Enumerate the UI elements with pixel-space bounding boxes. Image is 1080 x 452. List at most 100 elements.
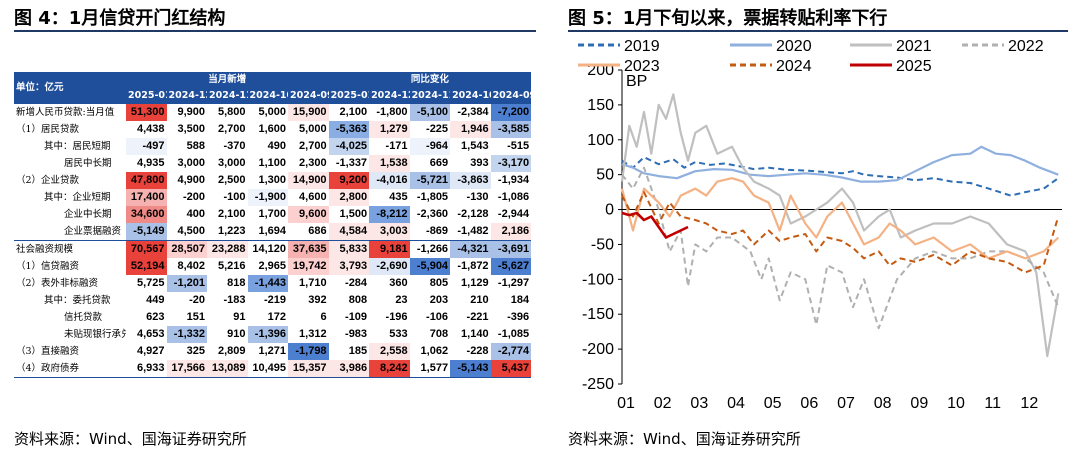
table-cell: -1,934 — [490, 172, 532, 189]
table-cell: 15,357 — [288, 360, 329, 378]
table-cell: 91 — [207, 309, 248, 326]
table-cell: -1,396 — [247, 326, 288, 343]
table-cell: 1,140 — [450, 326, 491, 343]
period-header: 2024-10 — [247, 88, 288, 104]
table-cell: -1,201 — [166, 275, 207, 292]
period-header: 2024-10 — [450, 88, 491, 104]
table-cell: 5,000 — [288, 121, 329, 138]
table-cell: -5,363 — [328, 121, 370, 138]
table-cell: 393 — [450, 155, 491, 172]
table-cell: 1,543 — [450, 138, 491, 155]
series-line-2020 — [621, 145, 1059, 183]
table-cell: -1,900 — [247, 189, 288, 206]
row-label: 新增人民币贷款:当月值 — [16, 107, 115, 118]
table-cell: -5,721 — [409, 172, 451, 189]
table-cell: 588 — [166, 138, 207, 155]
table-cell: -3,691 — [490, 240, 532, 258]
table-cell: 5,725 — [126, 275, 167, 292]
table-cell: -1,332 — [166, 326, 207, 343]
row-label: （4）政府债券 — [14, 360, 126, 378]
table-cell: -3,863 — [450, 172, 491, 189]
table-cell: 669 — [409, 155, 451, 172]
x-tick-label: 11 — [984, 395, 1001, 412]
table-row: （1）居民贷款 4,438 3,500 2,700 1,600 5,000 -5,363 1,… — [14, 121, 532, 138]
table-cell: 23 — [369, 292, 410, 309]
table-cell: 1,312 — [288, 326, 329, 343]
table-cell: -5,627 — [490, 258, 532, 275]
table-cell: 5,800 — [207, 104, 248, 121]
table-cell: 13,089 — [207, 360, 248, 378]
table-cell: 2,500 — [207, 172, 248, 189]
table-cell: -1,798 — [288, 343, 329, 360]
table-cell: 805 — [409, 275, 451, 292]
x-tick-label: 10 — [947, 395, 965, 412]
table-cell: 1,946 — [450, 121, 491, 138]
table-cell: -396 — [490, 309, 532, 326]
table-cell: 5,216 — [207, 258, 248, 275]
series-line-2019 — [621, 156, 1059, 197]
table-cell: 4,600 — [288, 189, 329, 206]
table-cell: -225 — [409, 121, 451, 138]
table-cell: -4,321 — [450, 240, 491, 258]
table-cell: -2,774 — [490, 343, 532, 360]
table-cell: -8,212 — [369, 206, 410, 223]
table-cell: -1,297 — [490, 275, 532, 292]
y-tick-label: 150 — [587, 97, 614, 114]
table-cell: 184 — [490, 292, 532, 309]
table-cell: -221 — [450, 309, 491, 326]
table-cell: 400 — [166, 206, 207, 223]
row-label: 企业中长期 — [64, 209, 112, 220]
table-cell: 19,742 — [288, 258, 329, 275]
right-source: 资料来源：Wind、国海证券研究所 — [568, 430, 801, 448]
table-cell: 1,223 — [207, 223, 248, 241]
table-cell: -515 — [490, 138, 532, 155]
table-cell: 4,584 — [328, 223, 370, 241]
left-figure-title: 图 4：1月信贷开门红结构 — [14, 8, 226, 29]
period-header: 2024-09 — [490, 88, 532, 104]
table-cell: 3,000 — [166, 155, 207, 172]
table-cell: -219 — [247, 292, 288, 309]
table-cell: -1,443 — [247, 275, 288, 292]
table-cell: -106 — [409, 309, 451, 326]
table-row: （4）政府债券 6,933 17,566 13,089 10,495 15,357 3,98… — [14, 360, 532, 378]
table-cell: 2,809 — [207, 343, 248, 360]
table-cell: 808 — [328, 292, 370, 309]
x-tick-label: 09 — [910, 395, 928, 412]
table-cell: -5,149 — [126, 223, 167, 241]
legend-label-2020: 2020 — [776, 38, 812, 55]
table-cell: 2,700 — [207, 121, 248, 138]
group-current-header: 当月新增 — [126, 72, 329, 88]
table-cell: 2,700 — [288, 138, 329, 155]
table-cell: 1,710 — [288, 275, 329, 292]
table-cell: 28,507 — [166, 240, 207, 258]
row-label: 其中：委托贷款 — [44, 295, 111, 306]
y-tick-label: -150 — [582, 306, 614, 323]
table-cell: 14,900 — [288, 172, 329, 189]
table-cell: -2,944 — [490, 206, 532, 223]
table-cell: 51,300 — [126, 104, 167, 121]
period-header: 2024-11 — [409, 88, 451, 104]
table-cell: -1,085 — [490, 326, 532, 343]
table-cell: 1,279 — [369, 121, 410, 138]
table-cell: -1,805 — [409, 189, 451, 206]
table-cell: -1,800 — [369, 104, 410, 121]
x-tick-label: 07 — [837, 395, 855, 412]
table-cell: 2,100 — [328, 104, 370, 121]
x-tick-label: 06 — [800, 395, 818, 412]
row-label: 未贴现银行承兑汇票 — [64, 329, 126, 340]
table-cell: -200 — [166, 189, 207, 206]
table-cell: 3,003 — [369, 223, 410, 241]
table-cell: 435 — [369, 189, 410, 206]
y-tick-label: 50 — [596, 167, 614, 184]
x-tick-label: 01 — [617, 395, 635, 412]
table-cell: 1,694 — [247, 223, 288, 241]
table-cell: -228 — [450, 343, 491, 360]
table-cell: -2,128 — [450, 206, 491, 223]
row-label: 信托贷款 — [64, 312, 103, 323]
table-row: 企业票据融资 -5,149 4,500 1,223 1,694 686 4,584 3,003… — [14, 223, 532, 241]
table-cell: -370 — [207, 138, 248, 155]
table-cell: 6,933 — [126, 360, 167, 378]
table-cell: 1,538 — [369, 155, 410, 172]
legend-label-2021: 2021 — [896, 38, 932, 55]
table-cell: 3,986 — [328, 360, 370, 378]
